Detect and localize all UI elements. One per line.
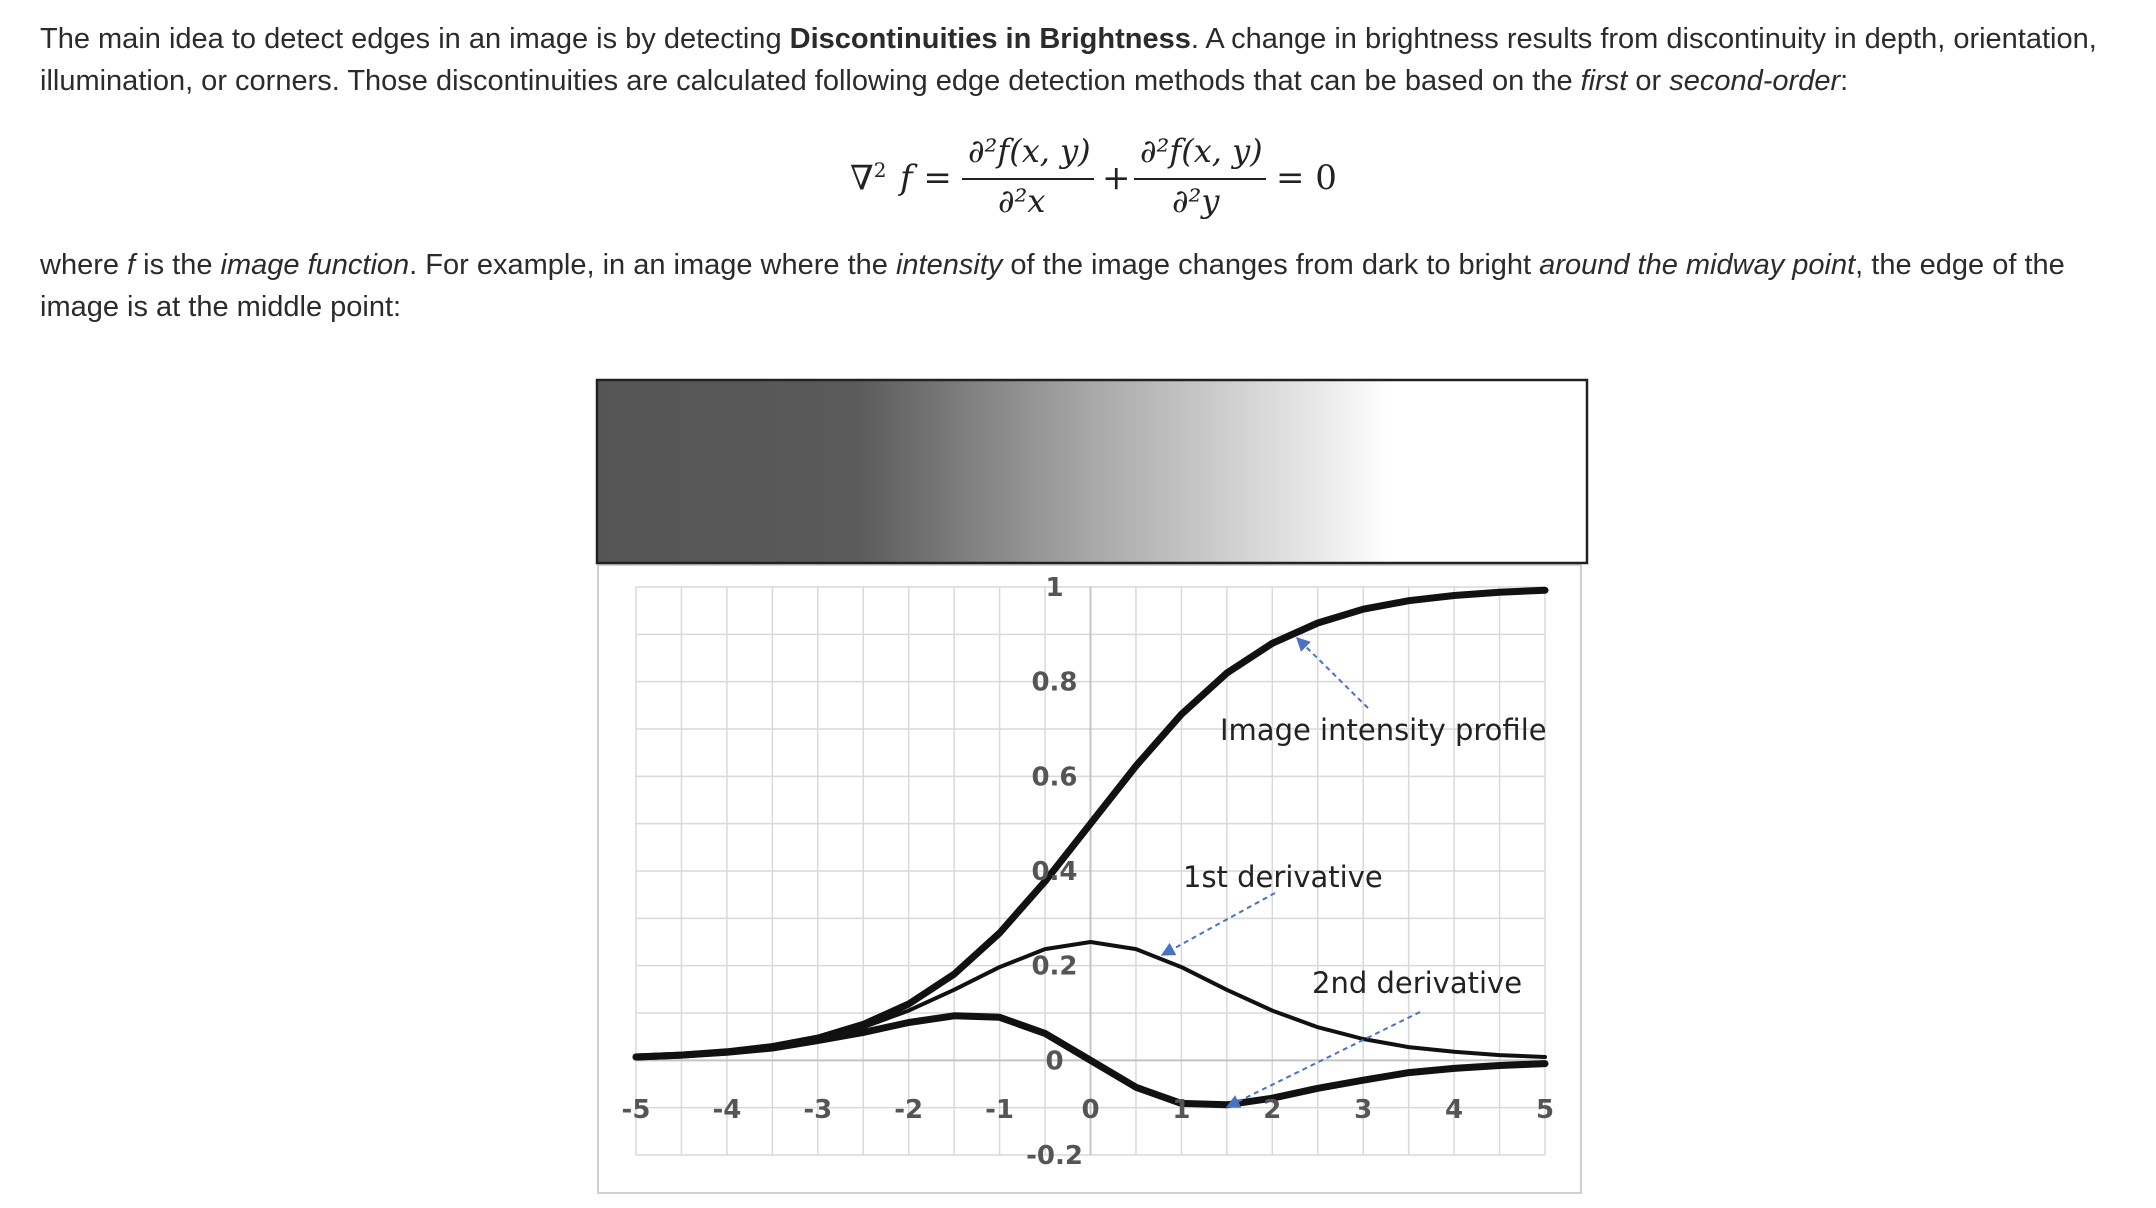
eq-rhs: = 0 xyxy=(1276,158,1337,198)
eq-denominator-2: ∂²y xyxy=(1172,182,1220,220)
bold-term: Discontinuities in Brightness xyxy=(789,23,1191,55)
tick-labels: -5 -4 -3 -2 -1 0 1 2 3 4 5 1 0.8 0.6 0.4 0.2 0 -0.2 xyxy=(622,573,1554,1171)
text-span: of the image changes from dark to bright xyxy=(1002,249,1540,281)
x-tick-label: 3 xyxy=(1354,1095,1372,1125)
annotation-arrow xyxy=(1160,892,1276,956)
text-span: . A change in brightness results from di… xyxy=(40,23,2097,97)
series-layer xyxy=(632,586,1549,1109)
text-span: or xyxy=(1627,65,1670,97)
text-span: where xyxy=(40,249,128,281)
x-tick-label: 0 xyxy=(1081,1095,1099,1125)
x-tick-label: 5 xyxy=(1536,1095,1554,1125)
x-tick-label: 4 xyxy=(1445,1095,1463,1125)
x-tick-label: 1 xyxy=(1172,1095,1190,1125)
x-tick-label: -5 xyxy=(622,1095,651,1125)
eq-lhs-f: f = xyxy=(900,158,952,198)
x-tick-label: 2 xyxy=(1263,1095,1281,1125)
eq-plus: + xyxy=(1102,158,1131,198)
y-tick-label: 0.2 xyxy=(1031,952,1077,982)
text-span: : xyxy=(1840,65,1849,97)
y-tick-label: 0.4 xyxy=(1031,857,1077,887)
italic-term: first xyxy=(1580,65,1628,97)
x-tick-label: -2 xyxy=(894,1095,923,1125)
text-span: , the edge of the image is at the middle… xyxy=(40,249,2065,323)
eq-denominator-1: ∂²x xyxy=(998,182,1046,220)
paragraph-example: where f is the image function. For examp… xyxy=(40,244,2130,328)
annotation-arrow xyxy=(1296,637,1369,709)
eq-numerator-1: ∂²f(x, y) xyxy=(968,132,1091,170)
annotation-label: Image intensity profile xyxy=(1220,713,1547,747)
x-tick-label: -4 xyxy=(712,1095,741,1125)
y-tick-label: -0.2 xyxy=(1026,1141,1083,1171)
italic-term: around the midway point xyxy=(1539,249,1856,281)
series-line-2nd-derivative xyxy=(632,1012,1549,1109)
eq-numerator-2: ∂²f(x, y) xyxy=(1140,132,1263,170)
text-span: . For example, in an image where the xyxy=(409,249,896,281)
text-span: The main idea to detect edges in an imag… xyxy=(40,23,790,55)
italic-term: intensity xyxy=(895,249,1003,281)
x-tick-label: -1 xyxy=(985,1095,1014,1125)
y-tick-label: 1 xyxy=(1045,573,1063,603)
eq-nabla: ∇2 xyxy=(850,158,887,199)
y-tick-label: 0 xyxy=(1045,1046,1063,1076)
annotations: Image intensity profile 1st derivative 2nd… xyxy=(1160,637,1547,1108)
laplacian-equation: ∇2 f = ∂²f(x, y) ∂²x + ∂²f(x, y) ∂²y = 0 xyxy=(850,120,1370,230)
y-tick-label: 0.6 xyxy=(1031,762,1077,792)
eq-fraction-line-2 xyxy=(1134,178,1266,180)
annotation-label: 1st derivative xyxy=(1183,860,1383,894)
italic-term: f xyxy=(127,249,136,281)
y-tick-label: 0.8 xyxy=(1031,668,1077,698)
grid xyxy=(635,586,1546,1156)
intensity-gradient-strip xyxy=(595,378,1589,565)
text-span: is the xyxy=(135,249,221,281)
annotation-label: 2nd derivative xyxy=(1312,966,1522,1000)
italic-term: image function xyxy=(220,249,410,281)
eq-fraction-line-1 xyxy=(962,178,1094,180)
x-tick-label: -3 xyxy=(803,1095,832,1125)
italic-term: second-order xyxy=(1669,65,1841,97)
paragraph-intro: The main idea to detect edges in an imag… xyxy=(40,18,2130,102)
